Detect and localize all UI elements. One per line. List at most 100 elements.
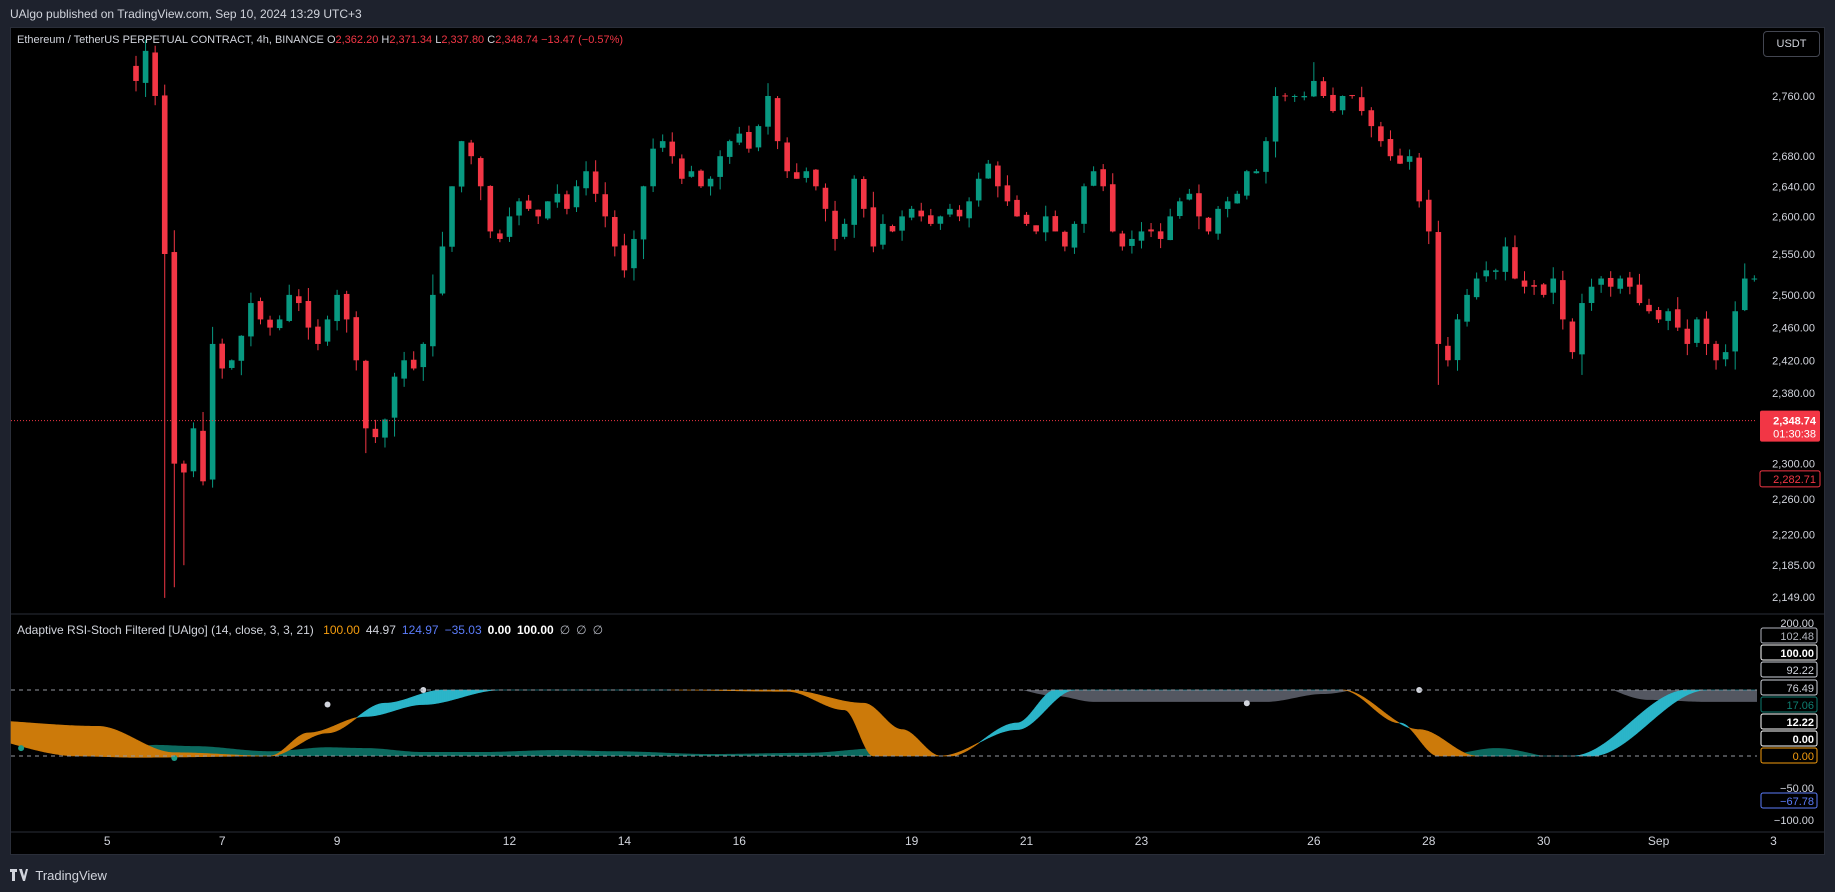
indicator-value: 100.00 <box>517 623 554 637</box>
indicator-axis-label: 12.22 <box>1786 717 1814 729</box>
candle-body <box>1416 158 1422 202</box>
currency-button[interactable]: USDT <box>1763 31 1820 57</box>
candle-body <box>1311 81 1317 96</box>
candle-body <box>229 360 235 368</box>
candle-body <box>1531 285 1537 287</box>
price-axis-label: 2,149.00 <box>1772 592 1815 604</box>
candle-body <box>1388 139 1394 156</box>
candle-body <box>765 96 771 127</box>
indicator-axis-label: 0.00 <box>1793 734 1814 746</box>
candle-body <box>296 296 302 303</box>
candle-body <box>928 215 934 224</box>
candle-body <box>823 188 829 209</box>
candle-body <box>622 245 628 270</box>
indicator-axis-label: 100.00 <box>1780 648 1814 660</box>
candle-body <box>727 141 733 157</box>
indicator-value: −35.03 <box>445 623 482 637</box>
candle-body <box>641 186 647 239</box>
candle-body <box>1541 284 1547 294</box>
candle-body <box>430 295 436 346</box>
candle-body <box>861 179 867 209</box>
candle-body <box>1148 229 1154 231</box>
candle-body <box>1704 319 1710 344</box>
candle-body <box>660 141 666 148</box>
candles <box>133 40 1757 598</box>
candle-body <box>1024 215 1030 224</box>
candle-body <box>564 194 570 209</box>
candle-body <box>995 166 1001 187</box>
candle-body <box>267 320 273 328</box>
time-axis-label: Sep <box>1648 834 1670 848</box>
candle-body <box>497 233 503 239</box>
footer-brand[interactable]: TradingView <box>35 868 107 883</box>
candle-body <box>382 419 388 437</box>
candle-body <box>1675 309 1681 327</box>
candle-body <box>985 164 991 179</box>
signal-band-upper <box>1023 690 1351 702</box>
candle-body <box>440 246 446 293</box>
footer: TradingView <box>0 861 1835 891</box>
indicator-legend: Adaptive RSI-Stoch Filtered [UAlgo] (14,… <box>17 623 615 637</box>
symbol-legend: Ethereum / TetherUS PERPETUAL CONTRACT, … <box>17 34 623 46</box>
candle-body <box>325 319 331 341</box>
price-axis-label: 2,680.00 <box>1772 151 1815 163</box>
candle-body <box>679 158 685 178</box>
bar-countdown: 01:30:38 <box>1773 429 1816 441</box>
candle-body <box>1742 279 1748 311</box>
symbol-name[interactable]: Ethereum / TetherUS PERPETUAL CONTRACT, … <box>17 34 324 46</box>
candle-body <box>890 226 896 231</box>
candle-body <box>746 132 752 149</box>
indicator-axis-label: 0.00 <box>1793 751 1814 763</box>
candle-body <box>306 301 312 328</box>
candle-body <box>593 171 599 193</box>
candle-body <box>1637 285 1643 303</box>
candle-body <box>909 209 915 218</box>
candle-body <box>1608 278 1614 287</box>
candle-body <box>1081 186 1087 224</box>
candle-body <box>842 224 848 237</box>
candle-body <box>794 172 800 179</box>
candle-body <box>813 170 819 187</box>
candle-body <box>488 186 494 231</box>
candle-body <box>1234 194 1240 204</box>
candle-body <box>191 428 197 471</box>
candle-body <box>976 179 982 201</box>
candle-body <box>1685 329 1691 344</box>
candle-body <box>172 252 178 464</box>
candle-body <box>1694 319 1700 342</box>
time-axis-label: 3 <box>1770 834 1777 848</box>
candle-body <box>583 171 589 188</box>
candle-body <box>344 294 350 319</box>
time-axis-label: 26 <box>1307 834 1321 848</box>
open-label: O <box>327 34 336 46</box>
candle-body <box>1072 224 1078 248</box>
candle-body <box>1062 232 1068 247</box>
candle-body <box>162 95 168 254</box>
time-axis-label: 16 <box>733 834 747 848</box>
candle-body <box>1378 126 1384 141</box>
indicator-value: 124.97 <box>402 623 439 637</box>
candle-body <box>1752 279 1758 280</box>
candle-body <box>1550 279 1556 293</box>
indicator-name[interactable]: Adaptive RSI-Stoch Filtered [UAlgo] (14,… <box>17 623 314 637</box>
candle-body <box>1464 295 1470 322</box>
candle-body <box>1426 200 1432 232</box>
price-axis-label: 2,640.00 <box>1772 181 1815 193</box>
candle-body <box>1560 280 1566 319</box>
candle-body <box>1005 185 1011 201</box>
candle-body <box>631 239 637 268</box>
candle-body <box>1512 247 1518 278</box>
indicator-plot <box>11 687 1757 761</box>
candle-body <box>1187 194 1193 200</box>
candle-body <box>775 98 781 141</box>
candle-body <box>535 210 541 217</box>
candle-body <box>918 211 924 217</box>
candle-body <box>516 201 522 215</box>
signal-dot <box>325 702 331 708</box>
candle-body <box>219 344 225 369</box>
price-axis-label: 2,185.00 <box>1772 560 1815 572</box>
change-value: −13.47 (−0.57%) <box>541 34 623 46</box>
close-value: 2,348.74 <box>495 34 538 46</box>
candle-body <box>1100 169 1106 186</box>
